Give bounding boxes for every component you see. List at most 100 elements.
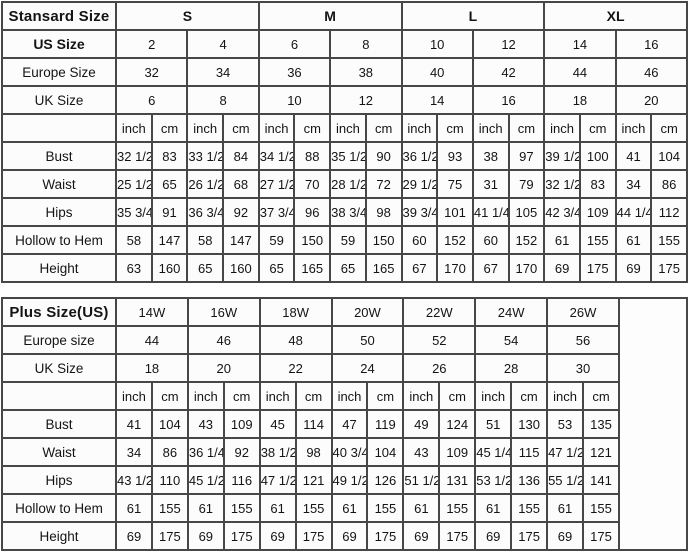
size-value-cell: 14 (400, 85, 474, 115)
inch-value-cell: 47 1/2 (258, 465, 297, 495)
measurement-row: Height 69 175 69 175 69 175 69 175 69 175 69 175 69 17… (1, 521, 687, 551)
cm-value-cell: 175 (578, 253, 617, 283)
unit-header-cell: inch (186, 381, 225, 411)
size-group-header-cell: 20W (330, 297, 405, 327)
unit-header-cell: inch (115, 381, 153, 411)
unit-header-cell: inch (330, 381, 369, 411)
size-group-header-cell: 14W (115, 297, 189, 327)
cm-value-cell: 170 (436, 253, 474, 283)
unit-header-cell: inch (329, 113, 367, 143)
inch-value-cell: 59 (329, 225, 367, 255)
inch-value-cell: 44 1/4 (614, 197, 653, 227)
inch-value-cell: 42 3/4 (543, 197, 581, 227)
unit-header-cell: inch (471, 113, 510, 143)
inch-value-cell: 38 1/2 (258, 437, 297, 467)
cm-value-cell: 109 (578, 197, 617, 227)
size-value-cell: 4 (186, 29, 260, 59)
cm-value-cell: 131 (438, 465, 477, 495)
unit-header-cell: inch (543, 113, 581, 143)
cm-value-cell: 136 (510, 465, 549, 495)
cm-value-cell: 175 (650, 253, 688, 283)
cm-value-cell: 98 (294, 437, 333, 467)
inch-value-cell: 53 1/2 (474, 465, 513, 495)
inch-value-cell: 65 (329, 253, 367, 283)
size-value-cell: 20 (186, 353, 261, 383)
cm-value-cell: 155 (150, 493, 189, 523)
cm-value-cell: 96 (293, 197, 332, 227)
size-group-header-cell: 22W (402, 297, 477, 327)
inch-value-cell: 36 1/4 (186, 437, 225, 467)
inch-value-cell: 38 (471, 141, 510, 171)
size-group-header-cell: 18W (258, 297, 333, 327)
size-value-cell: 8 (329, 29, 403, 59)
unit-header-cell: cm (150, 113, 189, 143)
inch-value-cell: 69 (474, 521, 513, 551)
inch-value-cell: 45 (258, 409, 297, 439)
empty-label-cell (1, 381, 117, 411)
cm-value-cell: 155 (222, 493, 261, 523)
size-value-cell: 10 (400, 29, 474, 59)
unit-header-cell: cm (581, 381, 621, 411)
unit-header-row: inch cm inch cm inch cm inch cm inch cm inch cm inch… (1, 381, 687, 411)
unit-header-cell: cm (438, 381, 477, 411)
cm-value-cell: 104 (366, 437, 405, 467)
cm-value-cell: 79 (507, 169, 546, 199)
size-value-cell: 16 (471, 85, 546, 115)
inch-value-cell: 53 (546, 409, 584, 439)
row-label-cell: Europe size (1, 325, 117, 355)
inch-value-cell: 45 1/4 (474, 437, 513, 467)
cm-value-cell: 152 (507, 225, 546, 255)
table-title-cell: Stansard Size (1, 1, 117, 31)
row-label-cell: Europe Size (1, 57, 117, 87)
size-group-header-cell: 26W (546, 297, 620, 327)
size-value-cell: 46 (186, 325, 261, 355)
measurement-label-cell: Height (1, 521, 117, 551)
cm-value-cell: 70 (293, 169, 332, 199)
measurement-label-cell: Waist (1, 437, 117, 467)
inch-value-cell: 61 (330, 493, 369, 523)
measurement-label-cell: Bust (1, 141, 117, 171)
inch-value-cell: 39 1/2 (543, 141, 581, 171)
cm-value-cell: 116 (222, 465, 261, 495)
cm-value-cell: 155 (366, 493, 405, 523)
inch-value-cell: 51 1/2 (402, 465, 441, 495)
measurement-row: Hips 35 3/4 91 36 3/4 92 37 3/4 96 38 3/4 98 39 3… (1, 197, 688, 227)
inch-value-cell: 67 (471, 253, 510, 283)
inch-value-cell: 34 1/2 (257, 141, 296, 171)
cm-value-cell: 72 (364, 169, 403, 199)
cm-value-cell: 104 (150, 409, 189, 439)
inch-value-cell: 31 (471, 169, 510, 199)
size-value-cell: 18 (543, 85, 617, 115)
size-value-cell: 52 (402, 325, 477, 355)
inch-value-cell: 69 (402, 521, 441, 551)
unit-header-row: inch cm inch cm inch cm inch cm inch cm inch cm inch… (1, 113, 688, 143)
inch-value-cell: 49 1/2 (330, 465, 369, 495)
cm-value-cell: 110 (150, 465, 189, 495)
unit-header-cell: inch (614, 113, 653, 143)
inch-value-cell: 38 3/4 (329, 197, 367, 227)
cm-value-cell: 124 (438, 409, 477, 439)
cm-value-cell: 155 (438, 493, 477, 523)
region-size-row: Europe Size 32 34 36 38 40 42 44 46 (1, 57, 689, 87)
unit-header-cell: inch (186, 113, 225, 143)
size-group-header-cell: M (257, 1, 403, 31)
inch-value-cell: 61 (546, 493, 584, 523)
size-value-cell: 20 (614, 85, 689, 115)
inch-value-cell: 67 (400, 253, 439, 283)
unit-header-cell: inch (474, 381, 513, 411)
inch-value-cell: 32 1/2 (543, 169, 581, 199)
region-size-row: Europe size 44 46 48 50 52 54 56 (1, 325, 687, 355)
unit-header-cell: cm (150, 381, 189, 411)
cm-value-cell: 160 (150, 253, 189, 283)
cm-value-cell: 135 (581, 409, 621, 439)
inch-value-cell: 27 1/2 (257, 169, 296, 199)
inch-value-cell: 61 (186, 493, 225, 523)
size-value-cell: 14 (543, 29, 617, 59)
size-value-cell: 22 (258, 353, 333, 383)
inch-value-cell: 28 1/2 (329, 169, 367, 199)
inch-value-cell: 69 (258, 521, 297, 551)
inch-value-cell: 59 (257, 225, 296, 255)
inch-value-cell: 69 (614, 253, 653, 283)
cm-value-cell: 109 (222, 409, 261, 439)
inch-value-cell: 41 (614, 141, 653, 171)
